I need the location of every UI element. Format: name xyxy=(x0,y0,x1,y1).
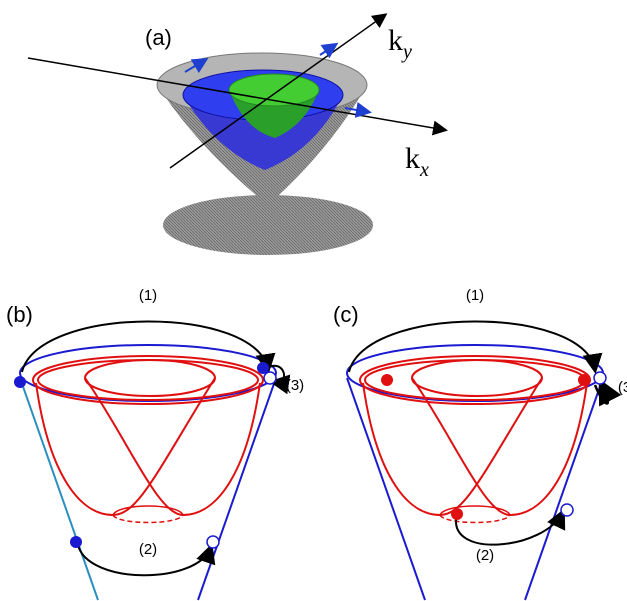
panel-b: (2) (3) (b) (1) xyxy=(6,287,304,600)
blue-arrow xyxy=(320,45,335,55)
cone-edge xyxy=(347,378,425,600)
red-inner xyxy=(412,360,542,396)
dashed xyxy=(113,515,183,523)
filled-dot xyxy=(451,508,463,520)
red-ellipse xyxy=(38,360,258,400)
panel-c: (2) (3) (c) (1) xyxy=(333,287,627,600)
red-inner xyxy=(85,360,215,396)
open-dot xyxy=(594,372,606,384)
transition-label: (1) xyxy=(139,287,157,304)
axis-label: kx xyxy=(405,142,429,181)
filled-dot xyxy=(70,536,82,548)
panel-a: (a) ky kx xyxy=(28,15,445,255)
cone-edge xyxy=(20,378,98,600)
axis-sub: x xyxy=(419,159,429,181)
cone-edge xyxy=(198,378,276,600)
transition-label: (2) xyxy=(139,541,157,558)
transition-label: (3) xyxy=(618,379,627,396)
open-dot xyxy=(264,372,276,384)
figure: (a) ky kx (2)(3)(b)(1)(2)(3)(c)(1) xyxy=(0,0,627,601)
panel-label: (c) xyxy=(333,302,359,327)
transition-label: (1) xyxy=(466,287,484,304)
filled-dot xyxy=(381,374,393,386)
axis-main: k xyxy=(405,142,420,175)
panel-label: (b) xyxy=(6,302,33,327)
axis-sub: y xyxy=(401,41,412,63)
axis-label: ky xyxy=(388,24,412,63)
panel-label: (a) xyxy=(145,25,172,50)
transition-label: (3) xyxy=(286,377,304,394)
transition-label: (2) xyxy=(476,547,494,564)
open-dot xyxy=(207,536,219,548)
red-ellipse xyxy=(365,360,585,400)
axis-main: k xyxy=(388,24,403,57)
cone-edge xyxy=(525,378,603,600)
dashed xyxy=(440,515,510,523)
filled-dot xyxy=(578,374,590,386)
filled-dot xyxy=(14,376,26,388)
open-dot xyxy=(561,504,573,516)
